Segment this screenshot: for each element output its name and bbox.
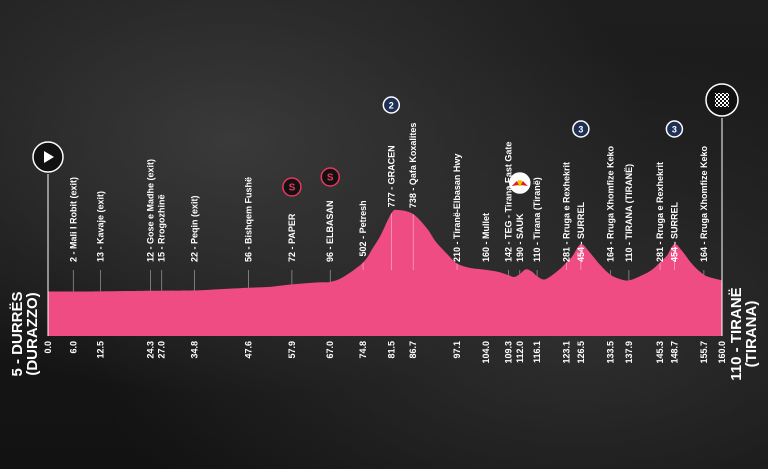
x-tick-label: 67.0	[325, 341, 335, 359]
kom-category-number: 3	[578, 125, 583, 135]
start-town-name: 5 - DURRËS	[9, 291, 26, 377]
waypoint-label: 13 - Kavaje (exit)	[96, 191, 106, 262]
waypoint-label: 96 - ELBASAN	[325, 200, 335, 262]
x-tick-label: 109.3	[503, 341, 513, 364]
x-tick-label: 47.6	[244, 341, 254, 359]
waypoint-label: 281 - Rruga e Rexhekrit	[562, 162, 572, 262]
x-tick-label: 112.0	[515, 341, 525, 363]
finish-town-label: 110 - TIRANË (TIRANA)	[728, 287, 760, 381]
finish-town-sub: (TIRANA)	[743, 300, 760, 368]
kom-category-marker	[382, 96, 401, 114]
x-tick-label: 74.8	[358, 341, 368, 359]
x-tick-label: 133.5	[605, 341, 615, 364]
waypoint-label: 454 - SURREL	[669, 201, 679, 262]
sprint-s-icon: S	[327, 173, 334, 184]
red-bull-logo-icon	[511, 180, 528, 186]
sprint-marker	[320, 167, 340, 187]
waypoint-label: 160 - Mullet	[481, 213, 491, 262]
finish-town-name: 110 - TIRANË	[728, 287, 745, 381]
waypoint-label: 56 - Bishqem Fushë	[244, 177, 254, 262]
waypoint-label: 2 - Mali I Robit (exit)	[68, 177, 78, 262]
kom-category-number: 2	[389, 101, 394, 111]
waypoint-label: 22 - Peqin (exit)	[190, 195, 200, 262]
start-town-label: 5 - DURRËS (DURAZZO)	[9, 291, 41, 377]
checkered-flag-icon	[715, 93, 729, 107]
x-tick-label: 137.9	[624, 341, 634, 364]
waypoint-label: 164 - Rruga Xhomfize Keko	[699, 145, 709, 262]
waypoint-label: 210 - Tiranë-Elbasan Hwy	[452, 154, 462, 262]
x-tick-label: 155.7	[699, 341, 709, 364]
sprint-marker	[282, 177, 302, 197]
waypoint-label: 738 - Qafa Koxalites	[408, 123, 418, 209]
kom-category-number: 3	[672, 125, 677, 135]
x-tick-label: 34.8	[190, 341, 200, 359]
waypoint-label: 190 - SAUK	[515, 213, 525, 262]
elevation-profile-area	[48, 209, 722, 336]
x-tick-label: 116.1	[532, 341, 542, 363]
x-tick-label: 24.3	[145, 341, 155, 359]
x-tick-label: 81.5	[386, 341, 396, 359]
x-tick-label: 160.0	[717, 341, 727, 364]
waypoint-label: 72 - PAPER	[287, 213, 297, 262]
x-tick-label: 57.9	[287, 341, 297, 359]
x-tick-label: 27.0	[157, 341, 167, 359]
x-tick-label: 86.7	[408, 341, 418, 359]
waypoint-label: 15 - Rrogozhinë	[157, 194, 167, 262]
x-tick-label: 6.0	[68, 341, 78, 354]
waypoint-label: 777 - GRACEN	[386, 145, 396, 207]
waypoint-label: 110 - Tirana (Tiranë)	[532, 177, 542, 262]
play-icon	[44, 151, 54, 163]
waypoint-label: 454 - SURREL	[576, 201, 586, 262]
x-tick-label: 0.0	[43, 341, 53, 354]
kom-category-marker	[665, 120, 684, 138]
x-tick-label: 104.0	[481, 341, 491, 364]
waypoint-label: 110 - TIRANA (TIRANË)	[624, 164, 634, 262]
x-tick-label: 123.1	[562, 341, 572, 364]
waypoint-label: 502 - Petresh	[358, 200, 368, 256]
waypoint-label: 12 - Gose e Madhe (exit)	[145, 159, 155, 262]
x-tick-label: 145.3	[655, 341, 665, 364]
x-tick-label: 12.5	[96, 341, 106, 359]
start-town-sub: (DURAZZO)	[24, 292, 41, 376]
x-tick-label: 126.5	[576, 341, 586, 364]
x-tick-label: 97.1	[452, 341, 462, 359]
waypoint-label: 164 - Rruga Xhomfize Keko	[605, 145, 615, 262]
kom-category-marker	[572, 120, 590, 138]
waypoint-label: 281 - Rruga e Rexhekrit	[655, 162, 665, 262]
sprint-s-icon: S	[289, 183, 296, 194]
x-tick-label: 148.7	[669, 341, 679, 364]
waypoint-label: 142 - TEG - Tirana East Gate	[503, 142, 513, 262]
